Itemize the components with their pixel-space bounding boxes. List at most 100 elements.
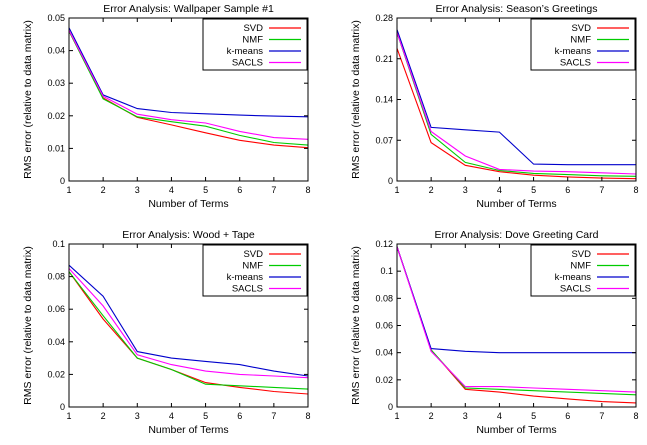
series-line-svd: [396, 48, 637, 180]
x-tick-label: 1: [394, 411, 399, 421]
series-line-svd: [68, 271, 309, 395]
y-tick-label: 0.12: [375, 239, 393, 249]
y-tick-label: 0.04: [47, 46, 65, 56]
x-tick-label: 6: [565, 411, 570, 421]
x-tick-label: 5: [203, 411, 208, 421]
chart-panel-3: 1 2 3 4 5 6 7 8 0 0.02 0.04 0.06 0.08 0.1 Error Analys…: [22, 229, 311, 436]
y-tick-label: 0.08: [375, 293, 393, 303]
x-tick-label: 8: [633, 185, 638, 195]
x-axis-label: Number of Terms: [148, 424, 228, 436]
x-tick-label: 2: [429, 411, 434, 421]
y-axis-label: RMS error (relative to data matrix): [22, 246, 34, 405]
y-tick-label: 0.21: [375, 54, 393, 64]
y-axis-label: RMS error (relative to data matrix): [350, 20, 362, 179]
chart-panel-2: 1 2 3 4 5 6 7 8 0 0.07 0.14 0.21 0.28 Error Analysis:…: [350, 3, 639, 210]
series-line-sacls: [68, 268, 309, 379]
series-line-nmf: [396, 246, 637, 396]
y-tick-label: 0.04: [47, 337, 65, 347]
x-tick-label: 7: [599, 411, 604, 421]
y-tick-label: 0.28: [375, 13, 393, 23]
x-tick-label: 3: [463, 185, 468, 195]
y-tick-label: 0.06: [47, 304, 65, 314]
series-line-k-means: [396, 29, 636, 166]
legend-label: NMF: [570, 35, 591, 46]
x-tick-label: 4: [497, 185, 502, 195]
y-tick-label: 0.06: [375, 321, 393, 331]
y-tick-label: 0.07: [375, 135, 393, 145]
series-line-k-means: [68, 27, 309, 118]
series-line-sacls: [396, 246, 637, 393]
chart-panel-4: 1 2 3 4 5 6 7 8 0 0.02 0.04 0.06 0.08 0.1 0.12 Error An…: [350, 229, 639, 436]
x-tick-label: 2: [101, 185, 106, 195]
x-tick-label: 6: [237, 185, 242, 195]
legend-label: NMF: [242, 35, 263, 46]
x-tick-label: 5: [203, 185, 208, 195]
x-tick-label: 4: [169, 411, 174, 421]
y-tick-label: 0: [388, 402, 393, 412]
y-tick-label: 0.02: [47, 369, 65, 379]
series-line-nmf: [68, 271, 309, 390]
y-tick-label: 0.02: [47, 111, 65, 121]
y-tick-label: 0: [60, 176, 65, 186]
legend-label: SVD: [571, 23, 591, 34]
y-tick-label: 0.1: [52, 239, 65, 249]
series-line-nmf: [396, 32, 637, 177]
chart-panel-1: 1 2 3 4 5 6 7 8 0 0.01 0.02 0.03 0.04 0.05 Error Analy…: [22, 3, 311, 210]
x-tick-label: 7: [599, 185, 604, 195]
series-line-sacls: [68, 30, 309, 140]
x-axis-label: Number of Terms: [476, 198, 556, 210]
x-tick-label: 5: [531, 185, 536, 195]
x-tick-label: 3: [135, 185, 140, 195]
legend-label: SACLS: [232, 284, 263, 295]
x-tick-label: 7: [271, 185, 276, 195]
y-tick-label: 0.04: [375, 348, 393, 358]
x-tick-label: 1: [66, 185, 71, 195]
y-tick-label: 0.03: [47, 78, 65, 88]
y-tick-label: 0.08: [47, 272, 65, 282]
series-line-sacls: [396, 32, 637, 175]
x-tick-label: 6: [565, 185, 570, 195]
x-tick-label: 5: [531, 411, 536, 421]
series-line-k-means: [68, 264, 309, 377]
chart-title: Error Analysis: Dove Greeting Card: [435, 229, 599, 241]
legend-label: k-means: [227, 46, 264, 57]
plot-frame: [68, 243, 309, 408]
x-tick-label: 3: [463, 411, 468, 421]
x-tick-label: 8: [633, 411, 638, 421]
y-tick-label: 0: [60, 402, 65, 412]
chart-title: Error Analysis: Season’s Greetings: [435, 3, 597, 15]
legend-label: SVD: [571, 249, 591, 260]
legend-label: SVD: [243, 23, 263, 34]
y-tick-label: 0.01: [47, 143, 65, 153]
series-line-nmf: [68, 30, 309, 146]
legend-label: k-means: [227, 272, 264, 283]
legend-label: NMF: [570, 261, 591, 272]
chart-title: Error Analysis: Wallpaper Sample #1: [103, 3, 274, 15]
chart-title: Error Analysis: Wood + Tape: [122, 229, 255, 241]
x-tick-label: 8: [305, 185, 310, 195]
legend-label: SACLS: [560, 58, 591, 69]
legend-label: NMF: [242, 261, 263, 272]
y-tick-label: 0.14: [375, 95, 393, 105]
plot-frame: [68, 17, 309, 182]
legend-label: k-means: [555, 46, 592, 57]
x-tick-label: 6: [237, 411, 242, 421]
y-axis-label: RMS error (relative to data matrix): [22, 20, 34, 179]
y-tick-label: 0.1: [380, 266, 393, 276]
x-tick-label: 2: [429, 185, 434, 195]
x-tick-label: 1: [66, 411, 71, 421]
x-tick-label: 2: [101, 411, 106, 421]
y-tick-label: 0.02: [375, 375, 393, 385]
x-tick-label: 8: [305, 411, 310, 421]
y-tick-label: 0.05: [47, 13, 65, 23]
y-tick-label: 0: [388, 176, 393, 186]
legend-label: SACLS: [232, 58, 263, 69]
x-axis-label: Number of Terms: [148, 198, 228, 210]
y-axis-label: RMS error (relative to data matrix): [350, 246, 362, 405]
x-tick-label: 1: [394, 185, 399, 195]
